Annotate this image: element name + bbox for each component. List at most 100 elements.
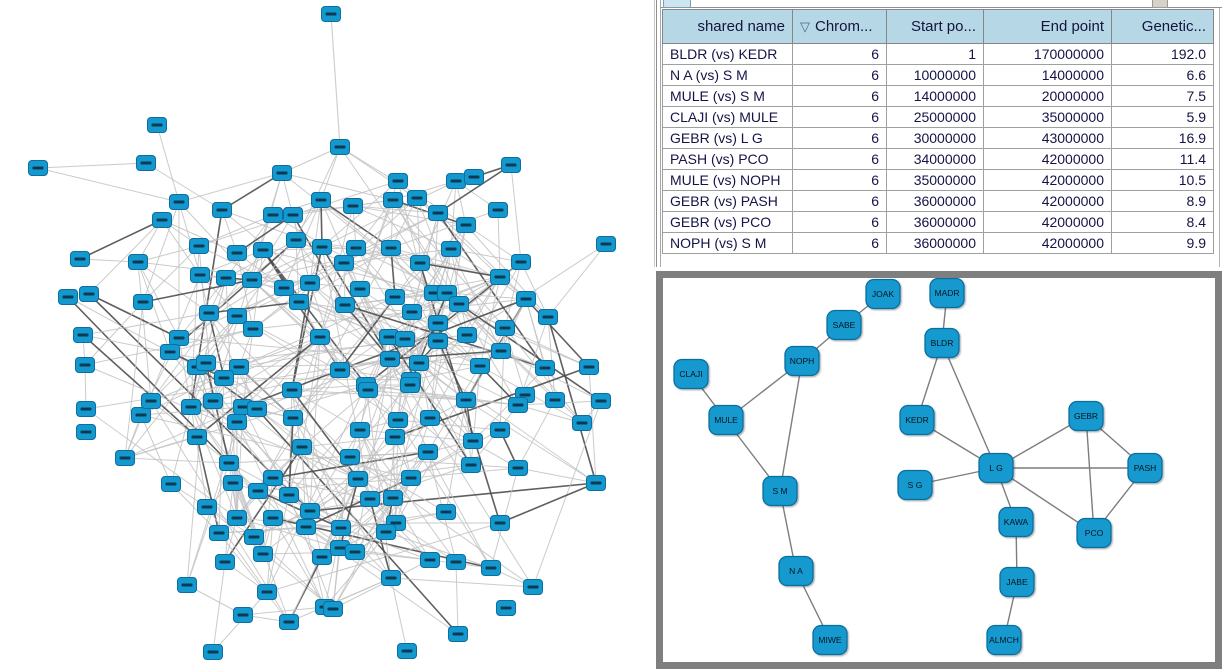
main-edge[interactable]	[242, 336, 321, 408]
filtered-node[interactable]	[998, 506, 1034, 538]
main-edge[interactable]	[465, 399, 472, 466]
node-n-a[interactable]: N A	[778, 555, 814, 587]
main-edge[interactable]	[339, 146, 421, 264]
main-edge[interactable]	[394, 224, 467, 298]
main-edge[interactable]	[388, 276, 501, 338]
main-edge[interactable]	[37, 162, 147, 169]
main-edge[interactable]	[137, 261, 171, 353]
main-edge[interactable]	[221, 172, 283, 211]
main-edge[interactable]	[225, 239, 297, 279]
main-edge[interactable]	[410, 467, 519, 479]
filtered-node[interactable]	[899, 404, 935, 436]
main-edge[interactable]	[437, 212, 527, 300]
main-edge[interactable]	[547, 243, 607, 318]
main-edge[interactable]	[359, 429, 394, 499]
main-edge[interactable]	[359, 288, 439, 342]
main-edge[interactable]	[137, 261, 210, 314]
filtered-node[interactable]	[778, 555, 814, 587]
main-edge[interactable]	[301, 446, 394, 499]
main-edge[interactable]	[252, 311, 413, 330]
main-edge[interactable]	[504, 261, 522, 329]
table-row[interactable]: MULE (vs) NOPH 6 35000000 42000000 10.5	[662, 169, 1214, 191]
main-edge[interactable]	[332, 547, 341, 610]
main-edge[interactable]	[178, 172, 283, 203]
main-edge[interactable]	[349, 456, 447, 513]
node-jabe[interactable]: JABE	[999, 566, 1035, 598]
main-edge[interactable]	[301, 389, 369, 448]
main-edge[interactable]	[178, 246, 323, 339]
main-edge[interactable]	[262, 247, 357, 251]
main-edge[interactable]	[196, 436, 220, 534]
main-edge[interactable]	[520, 261, 549, 318]
main-edge[interactable]	[418, 350, 502, 364]
main-edge[interactable]	[321, 180, 457, 248]
main-edge[interactable]	[156, 124, 180, 203]
main-edge[interactable]	[190, 406, 208, 508]
main-edge[interactable]	[410, 365, 481, 381]
main-edge[interactable]	[389, 350, 502, 360]
main-edge[interactable]	[343, 248, 452, 264]
column-header-0[interactable]: shared name	[662, 9, 793, 44]
main-edge[interactable]	[354, 477, 412, 553]
main-edge[interactable]	[343, 262, 590, 368]
main-edge[interactable]	[416, 197, 421, 264]
main-edge[interactable]	[257, 490, 392, 579]
main-edge[interactable]	[532, 400, 602, 588]
table-row[interactable]: PASH (vs) PCO 6 34000000 42000000 11.4	[662, 148, 1214, 170]
main-edge[interactable]	[437, 340, 474, 442]
main-edge[interactable]	[517, 467, 597, 484]
main-edge[interactable]	[410, 379, 474, 442]
filtered-node[interactable]	[812, 624, 848, 656]
node-s-m[interactable]: S M	[762, 475, 798, 507]
filtered-node[interactable]	[708, 404, 744, 436]
main-edge[interactable]	[437, 164, 512, 214]
filtered-node[interactable]	[986, 624, 1022, 656]
table-row[interactable]: MULE (vs) S M 6 14000000 20000000 7.5	[662, 85, 1214, 107]
main-edge[interactable]	[395, 522, 457, 563]
main-edge[interactable]	[288, 322, 439, 496]
main-edge[interactable]	[547, 316, 597, 484]
main-edge[interactable]	[319, 205, 354, 338]
node-mule[interactable]: MULE	[708, 404, 744, 436]
main-edge[interactable]	[365, 384, 392, 579]
main-edge[interactable]	[352, 205, 467, 226]
main-edge[interactable]	[397, 419, 492, 569]
main-edge[interactable]	[349, 451, 429, 458]
main-edge[interactable]	[186, 406, 244, 586]
main-edge[interactable]	[137, 261, 180, 339]
main-edge[interactable]	[288, 417, 294, 496]
main-edge[interactable]	[354, 551, 431, 561]
node-l-g[interactable]: L G	[978, 452, 1014, 484]
main-edge[interactable]	[429, 340, 439, 419]
main-edge[interactable]	[272, 517, 326, 608]
node-bldr[interactable]: BLDR	[924, 327, 960, 359]
main-edge[interactable]	[88, 293, 180, 339]
main-edge[interactable]	[199, 249, 264, 276]
main-edge[interactable]	[161, 219, 201, 276]
main-edge[interactable]	[150, 315, 238, 402]
main-edge[interactable]	[266, 522, 501, 593]
table-row[interactable]: GEBR (vs) PASH 6 36000000 42000000 8.9	[662, 190, 1214, 212]
main-edge[interactable]	[288, 494, 334, 610]
node-joak[interactable]: JOAK	[865, 278, 901, 310]
main-edge[interactable]	[218, 532, 290, 623]
main-edge[interactable]	[344, 304, 413, 313]
column-header-1[interactable]: ▽ Chrom...	[792, 9, 887, 44]
main-edge[interactable]	[340, 456, 351, 529]
main-edge[interactable]	[365, 384, 519, 406]
main-edge[interactable]	[266, 494, 290, 593]
main-edge[interactable]	[281, 172, 435, 294]
main-edge[interactable]	[419, 262, 501, 278]
main-edge[interactable]	[504, 327, 590, 368]
main-edge[interactable]	[301, 436, 396, 448]
column-header-4[interactable]: Genetic...	[1111, 9, 1214, 44]
filtered-node[interactable]	[897, 469, 933, 501]
main-edge[interactable]	[292, 296, 396, 419]
main-edge[interactable]	[330, 13, 341, 148]
main-edge[interactable]	[212, 336, 321, 402]
filtered-node[interactable]	[1127, 452, 1163, 484]
main-edge[interactable]	[292, 369, 341, 419]
main-edge[interactable]	[291, 389, 467, 401]
main-edge[interactable]	[257, 490, 342, 529]
main-edge[interactable]	[124, 436, 198, 459]
